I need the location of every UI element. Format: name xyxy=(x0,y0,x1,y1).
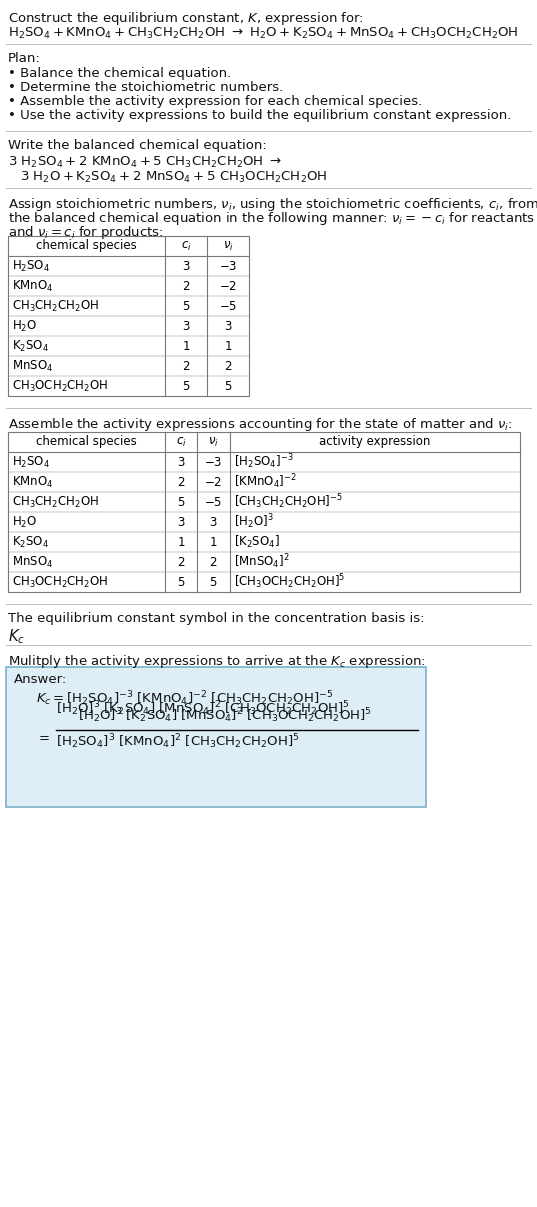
Text: 5: 5 xyxy=(183,379,190,392)
Text: 3: 3 xyxy=(183,320,190,332)
Text: $\mathrm{H_2O}$: $\mathrm{H_2O}$ xyxy=(12,514,37,530)
Text: $\nu_i$: $\nu_i$ xyxy=(208,436,219,449)
Text: • Determine the stoichiometric numbers.: • Determine the stoichiometric numbers. xyxy=(8,81,283,94)
Text: $3$: $3$ xyxy=(209,515,217,529)
Text: $\mathrm{H_2SO_4 + KMnO_4 + CH_3CH_2CH_2OH}$$\mathrm{\ \rightarrow\ H_2O + K_2SO: $\mathrm{H_2SO_4 + KMnO_4 + CH_3CH_2CH_2… xyxy=(8,27,519,41)
Text: $\mathrm{CH_3OCH_2CH_2OH}$: $\mathrm{CH_3OCH_2CH_2OH}$ xyxy=(12,575,108,589)
Text: $2$: $2$ xyxy=(224,360,232,373)
Text: Write the balanced chemical equation:: Write the balanced chemical equation: xyxy=(8,139,267,152)
Text: $1$: $1$ xyxy=(209,536,217,548)
Text: 3: 3 xyxy=(177,455,185,468)
Text: $-5$: $-5$ xyxy=(219,299,237,313)
Text: Plan:: Plan: xyxy=(8,52,41,65)
Text: $\nu_i$: $\nu_i$ xyxy=(223,239,234,252)
Text: $\mathrm{CH_3CH_2CH_2OH}$: $\mathrm{CH_3CH_2CH_2OH}$ xyxy=(12,298,99,314)
Text: $\mathrm{CH_3OCH_2CH_2OH}$: $\mathrm{CH_3OCH_2CH_2OH}$ xyxy=(12,379,108,393)
Text: 2: 2 xyxy=(177,555,185,568)
Text: $\mathrm{H_2O}$: $\mathrm{H_2O}$ xyxy=(12,319,37,333)
Text: 3: 3 xyxy=(177,515,185,529)
Text: Assemble the activity expressions accounting for the state of matter and $\nu_i$: Assemble the activity expressions accoun… xyxy=(8,416,513,433)
Text: • Use the activity expressions to build the equilibrium constant expression.: • Use the activity expressions to build … xyxy=(8,109,511,122)
Text: $\mathrm{MnSO_4}$: $\mathrm{MnSO_4}$ xyxy=(12,358,53,373)
Text: $-5$: $-5$ xyxy=(205,496,223,508)
Bar xyxy=(8,432,520,591)
Bar xyxy=(8,237,249,396)
Text: chemical species: chemical species xyxy=(36,436,137,449)
Text: $5$: $5$ xyxy=(224,379,232,392)
Text: $[\mathrm{KMnO_4}]^{-2}$: $[\mathrm{KMnO_4}]^{-2}$ xyxy=(234,473,297,491)
Text: • Assemble the activity expression for each chemical species.: • Assemble the activity expression for e… xyxy=(8,95,422,107)
Text: $c_i$: $c_i$ xyxy=(176,436,186,449)
Text: 3: 3 xyxy=(183,260,190,273)
Text: the balanced chemical equation in the following manner: $\nu_i = -c_i$ for react: the balanced chemical equation in the fo… xyxy=(8,210,535,227)
Text: $\mathrm{KMnO_4}$: $\mathrm{KMnO_4}$ xyxy=(12,279,53,293)
Text: $c_i$: $c_i$ xyxy=(180,239,191,252)
Text: $K_c$: $K_c$ xyxy=(8,626,25,646)
Text: 1: 1 xyxy=(182,339,190,352)
Text: 5: 5 xyxy=(183,299,190,313)
Text: $3$: $3$ xyxy=(224,320,232,332)
Text: 1: 1 xyxy=(177,536,185,548)
Text: 2: 2 xyxy=(177,476,185,489)
Text: $[\mathrm{CH_3OCH_2CH_2OH}]^5$: $[\mathrm{CH_3OCH_2CH_2OH}]^5$ xyxy=(234,572,345,591)
Text: The equilibrium constant symbol in the concentration basis is:: The equilibrium constant symbol in the c… xyxy=(8,612,425,625)
Text: $[\mathrm{H_2SO_4}]^3\ [\mathrm{KMnO_4}]^2\ [\mathrm{CH_3CH_2CH_2OH}]^5$: $[\mathrm{H_2SO_4}]^3\ [\mathrm{KMnO_4}]… xyxy=(56,731,300,751)
Bar xyxy=(6,667,426,807)
Text: 5: 5 xyxy=(177,496,185,508)
Text: $\mathrm{H_2SO_4}$: $\mathrm{H_2SO_4}$ xyxy=(12,455,50,470)
Text: and $\nu_i = c_i$ for products:: and $\nu_i = c_i$ for products: xyxy=(8,225,164,241)
Text: $[\mathrm{MnSO_4}]^2$: $[\mathrm{MnSO_4}]^2$ xyxy=(234,553,290,571)
Text: 2: 2 xyxy=(182,360,190,373)
Text: $\mathrm{KMnO_4}$: $\mathrm{KMnO_4}$ xyxy=(12,474,53,490)
Text: $5$: $5$ xyxy=(209,576,217,589)
Text: 2: 2 xyxy=(182,280,190,292)
Text: $1$: $1$ xyxy=(224,339,232,352)
Text: Answer:: Answer: xyxy=(14,674,67,686)
Text: $[\mathrm{H_2O}]^3\ [\mathrm{K_2SO_4}]\ [\mathrm{MnSO_4}]^2\ [\mathrm{CH_3OCH_2C: $[\mathrm{H_2O}]^3\ [\mathrm{K_2SO_4}]\ … xyxy=(78,706,372,724)
Text: $\mathrm{3\ H_2SO_4 + 2\ KMnO_4 + 5\ CH_3CH_2CH_2OH\ \rightarrow}$: $\mathrm{3\ H_2SO_4 + 2\ KMnO_4 + 5\ CH_… xyxy=(8,154,282,170)
Text: 5: 5 xyxy=(177,576,185,589)
Text: $-2$: $-2$ xyxy=(205,476,223,489)
Text: Assign stoichiometric numbers, $\nu_i$, using the stoichiometric coefficients, $: Assign stoichiometric numbers, $\nu_i$, … xyxy=(8,196,537,212)
Text: $K_c = [\mathrm{H_2SO_4}]^{-3}\ [\mathrm{KMnO_4}]^{-2}\ [\mathrm{CH_3CH_2CH_2OH}: $K_c = [\mathrm{H_2SO_4}]^{-3}\ [\mathrm… xyxy=(36,689,333,707)
Text: $\mathrm{3\ H_2O + K_2SO_4 + 2\ MnSO_4 + 5\ CH_3OCH_2CH_2OH}$: $\mathrm{3\ H_2O + K_2SO_4 + 2\ MnSO_4 +… xyxy=(20,170,328,185)
Text: activity expression: activity expression xyxy=(320,436,431,449)
Text: $\mathrm{CH_3CH_2CH_2OH}$: $\mathrm{CH_3CH_2CH_2OH}$ xyxy=(12,495,99,509)
Text: $[\mathrm{H_2O}]^3\ [\mathrm{K_2SO_4}]\ [\mathrm{MnSO_4}]^2\ [\mathrm{CH_3OCH_2C: $[\mathrm{H_2O}]^3\ [\mathrm{K_2SO_4}]\ … xyxy=(56,699,350,718)
Text: Construct the equilibrium constant, $K$, expression for:: Construct the equilibrium constant, $K$,… xyxy=(8,10,364,27)
Text: $\mathrm{MnSO_4}$: $\mathrm{MnSO_4}$ xyxy=(12,554,53,570)
Text: $\mathrm{H_2SO_4}$: $\mathrm{H_2SO_4}$ xyxy=(12,258,50,274)
Text: Mulitply the activity expressions to arrive at the $K_c$ expression:: Mulitply the activity expressions to arr… xyxy=(8,653,426,670)
Text: $[\mathrm{K_2SO_4}]$: $[\mathrm{K_2SO_4}]$ xyxy=(234,533,280,550)
Text: $\mathrm{K_2SO_4}$: $\mathrm{K_2SO_4}$ xyxy=(12,535,49,549)
Text: $\mathrm{K_2SO_4}$: $\mathrm{K_2SO_4}$ xyxy=(12,338,49,354)
Text: $[\mathrm{H_2O}]^3$: $[\mathrm{H_2O}]^3$ xyxy=(234,513,274,531)
Text: $[\mathrm{H_2SO_4}]^{-3}$: $[\mathrm{H_2SO_4}]^{-3}$ xyxy=(234,453,294,472)
Text: • Balance the chemical equation.: • Balance the chemical equation. xyxy=(8,68,231,80)
Text: $-2$: $-2$ xyxy=(219,280,237,292)
Text: $[\mathrm{CH_3CH_2CH_2OH}]^{-5}$: $[\mathrm{CH_3CH_2CH_2OH}]^{-5}$ xyxy=(234,492,343,512)
Text: $-3$: $-3$ xyxy=(219,260,237,273)
Text: $2$: $2$ xyxy=(209,555,217,568)
Text: $-3$: $-3$ xyxy=(205,455,223,468)
Text: $=$: $=$ xyxy=(36,730,50,744)
Text: chemical species: chemical species xyxy=(36,239,137,252)
